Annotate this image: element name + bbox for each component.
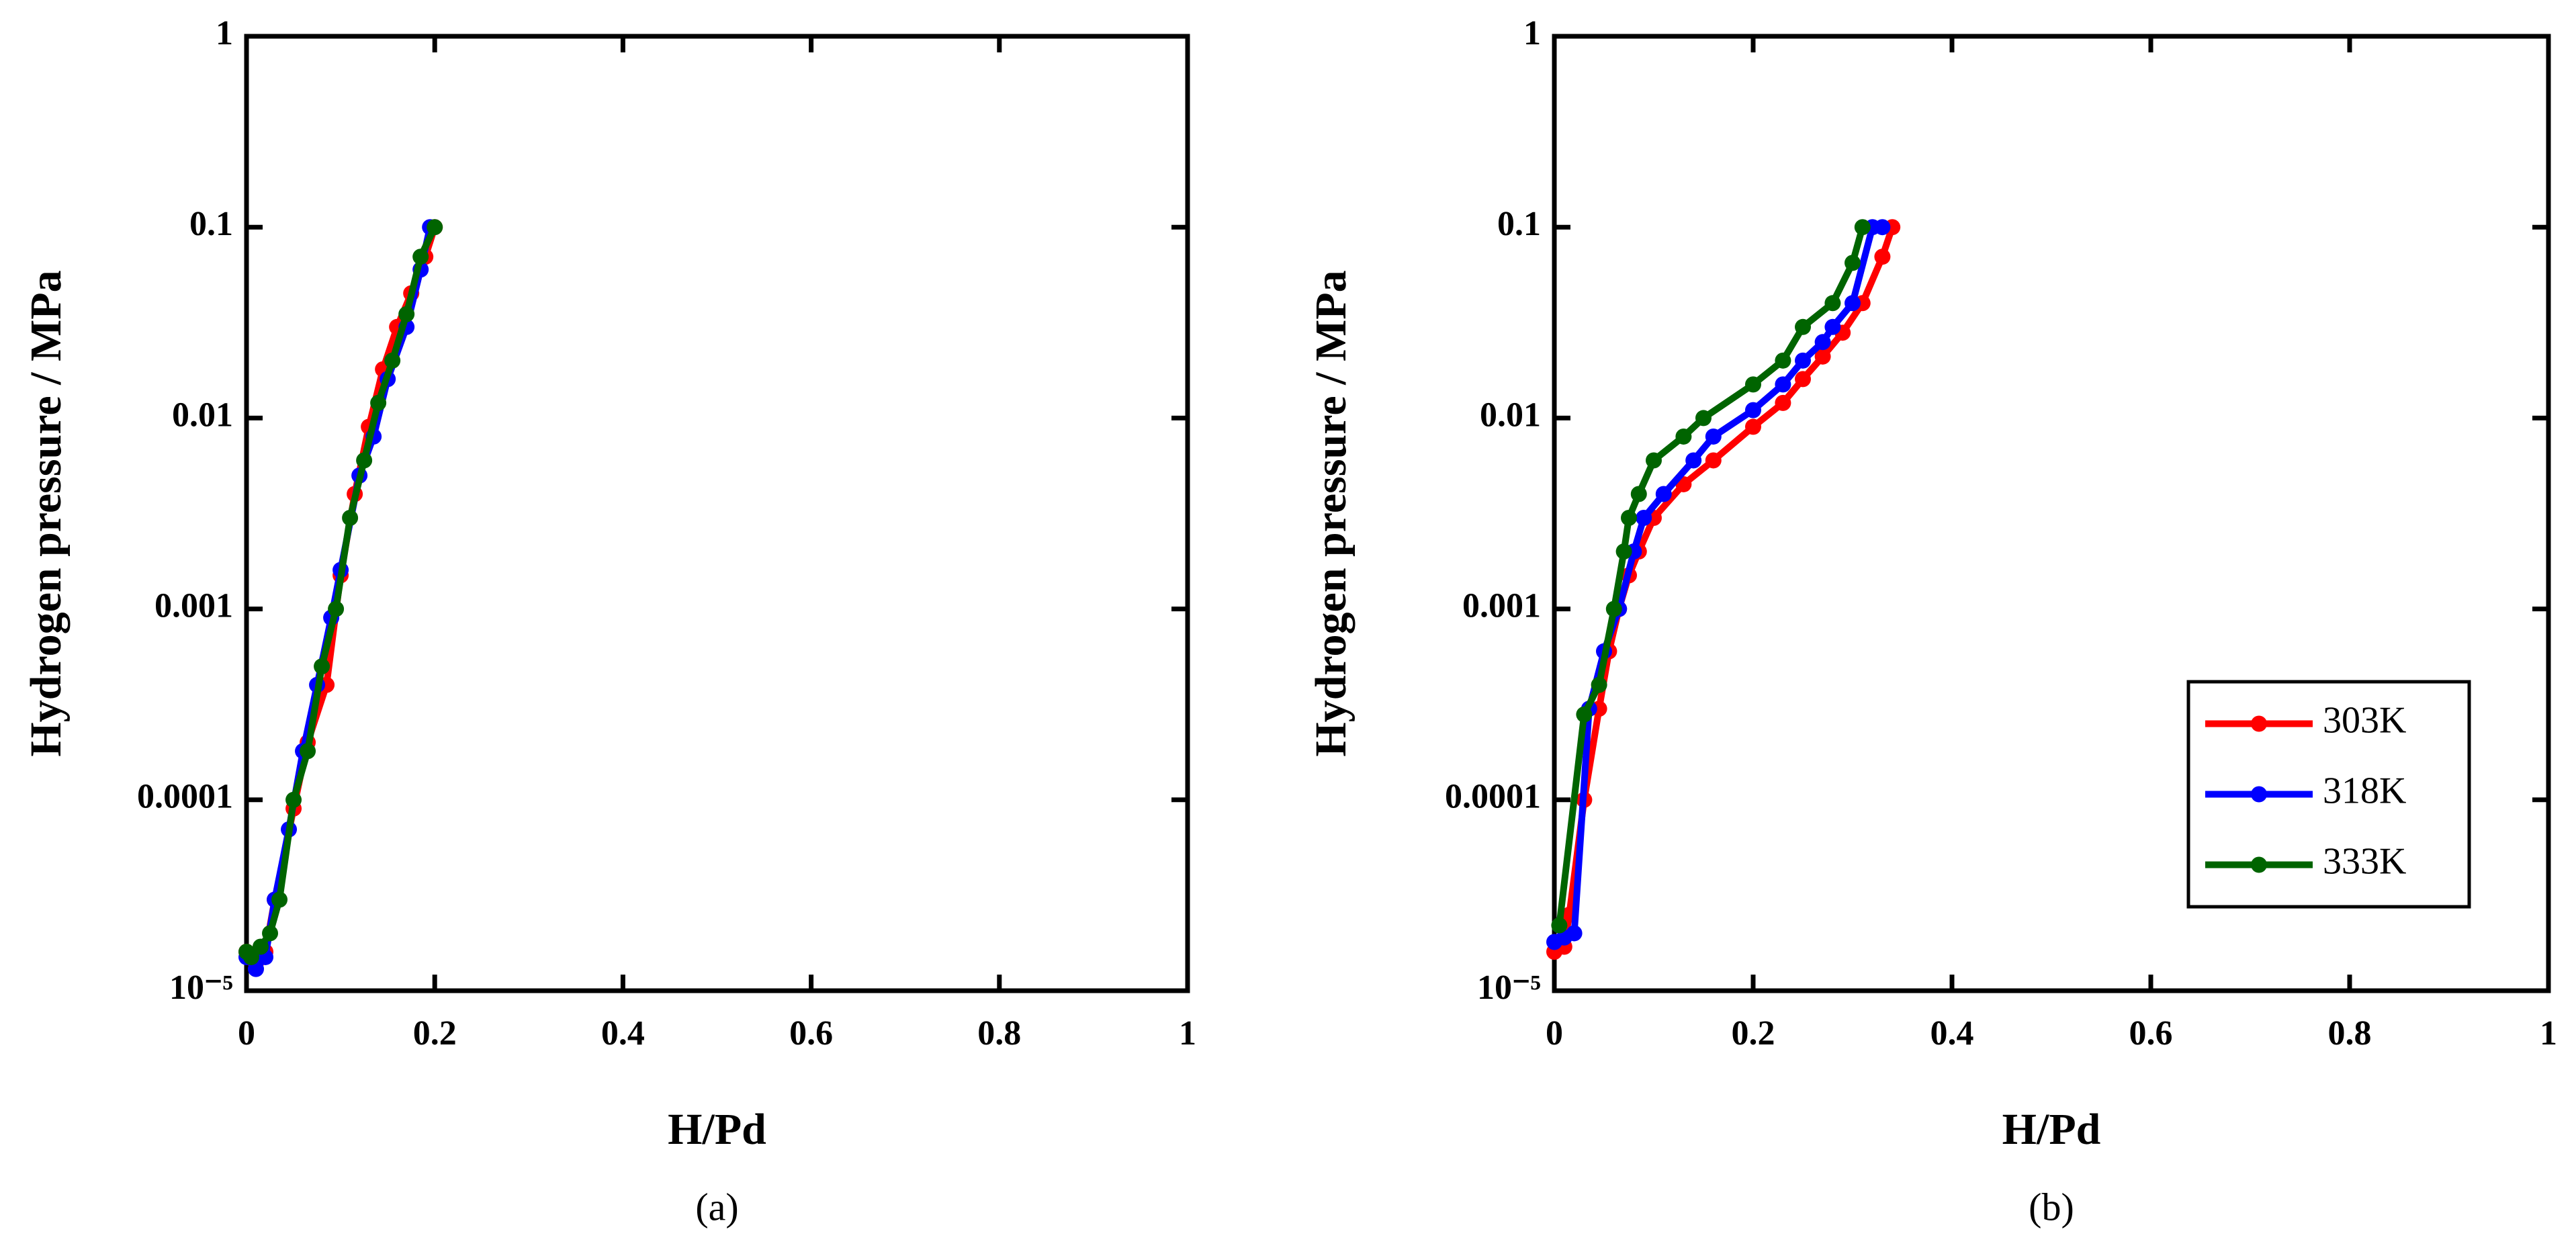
x-tick-label: 0.4 (1930, 1014, 1974, 1053)
data-point (1775, 352, 1791, 369)
data-point (1705, 428, 1722, 445)
data-point (1824, 295, 1841, 312)
data-point (1615, 543, 1632, 560)
legend-marker (2251, 786, 2267, 803)
series-line (1556, 226, 1866, 926)
legend-marker (2251, 856, 2267, 873)
caption: (b) (2029, 1185, 2074, 1228)
data-point (1745, 418, 1761, 435)
y-tick-label: 10⁻⁵ (1477, 969, 1541, 1007)
data-point (285, 791, 302, 808)
data-point (1814, 348, 1831, 365)
x-tick-label: 0.8 (977, 1014, 1021, 1053)
data-point (384, 352, 401, 369)
x-tick-label: 0.4 (601, 1014, 645, 1053)
data-point (328, 600, 345, 617)
y-tick-label: 0.0001 (137, 778, 233, 816)
y-tick-label: 0.0001 (1445, 778, 1541, 816)
data-point (1745, 376, 1761, 393)
x-tick-label: 0.8 (2328, 1014, 2372, 1053)
data-point (1695, 410, 1712, 427)
x-tick-label: 0.2 (1732, 1014, 1775, 1053)
data-point (1874, 219, 1891, 236)
legend-label: 318K (2323, 770, 2406, 811)
data-point (1775, 376, 1791, 393)
x-tick-label: 1 (2540, 1014, 2557, 1053)
data-point (398, 306, 415, 322)
data-point (262, 925, 279, 942)
data-point (243, 948, 260, 965)
y-tick-label: 0.01 (172, 396, 233, 434)
y-tick-label: 1 (1523, 14, 1541, 52)
panel: 10⁻⁵ 0.0001 0.001 0.01 0.1 1 0 0.2 0.4 0.6 0.8 1 H/P… (21, 14, 1196, 1228)
data-point (1705, 452, 1722, 469)
data-point (1630, 486, 1647, 502)
data-point (370, 394, 387, 411)
panel: 10⁻⁵ 0.0001 0.001 0.01 0.1 1 0 0.2 0.4 0.6 0.8 1 H/P… (1306, 14, 2557, 1228)
data-point (1845, 255, 1861, 271)
legend-label: 333K (2323, 840, 2406, 882)
data-point (1795, 371, 1811, 388)
y-tick-label: 0.1 (1497, 205, 1541, 243)
y-tick-label: 0.001 (154, 587, 233, 625)
data-point (427, 219, 443, 236)
x-tick-label: 1 (1179, 1014, 1196, 1053)
data-point (1675, 428, 1692, 445)
data-point (412, 249, 429, 265)
data-point (1636, 510, 1652, 527)
data-point (1655, 486, 1672, 502)
data-point (271, 891, 288, 908)
data-point (300, 743, 316, 760)
legend-marker (2251, 715, 2267, 732)
data-point (342, 510, 359, 527)
x-tick-label: 0 (238, 1014, 255, 1053)
series-line (244, 226, 438, 960)
data-point (1745, 402, 1761, 418)
data-point (1845, 295, 1861, 312)
data-point (1795, 318, 1811, 335)
y-tick-label: 10⁻⁵ (169, 969, 233, 1007)
data-point (1814, 334, 1831, 351)
plot-frame (244, 34, 1190, 993)
data-point (1824, 318, 1841, 335)
x-tick-label: 0.6 (789, 1014, 833, 1053)
data-point (1576, 706, 1593, 723)
data-point (1605, 600, 1622, 617)
data-point (1591, 676, 1607, 693)
data-point (253, 938, 269, 955)
plot-frame (1552, 34, 2551, 993)
data-point (1566, 925, 1583, 942)
y-tick-label: 1 (216, 14, 233, 52)
legend-label: 303K (2323, 699, 2406, 741)
x-tick-label: 0.6 (2129, 1014, 2173, 1053)
data-point (356, 452, 373, 469)
data-point (1685, 452, 1702, 469)
data-point (1795, 352, 1811, 369)
data-point (1621, 510, 1637, 527)
y-axis-label: Hydrogen pressure / MPa (1306, 270, 1356, 756)
y-axis-label: Hydrogen pressure / MPa (21, 270, 71, 756)
x-tick-label: 0 (1546, 1014, 1563, 1053)
data-point (1551, 917, 1568, 934)
data-point (1874, 249, 1891, 265)
x-axis-label: H/Pd (668, 1105, 766, 1154)
data-point (1854, 219, 1871, 236)
caption: (a) (695, 1185, 738, 1228)
y-tick-label: 0.1 (189, 205, 233, 243)
data-point (314, 658, 330, 675)
y-tick-label: 0.01 (1480, 396, 1541, 434)
y-tick-label: 0.001 (1462, 587, 1541, 625)
x-tick-label: 0.2 (413, 1014, 457, 1053)
x-axis-label: H/Pd (2002, 1105, 2101, 1154)
data-point (1646, 452, 1662, 469)
data-point (1775, 394, 1791, 411)
